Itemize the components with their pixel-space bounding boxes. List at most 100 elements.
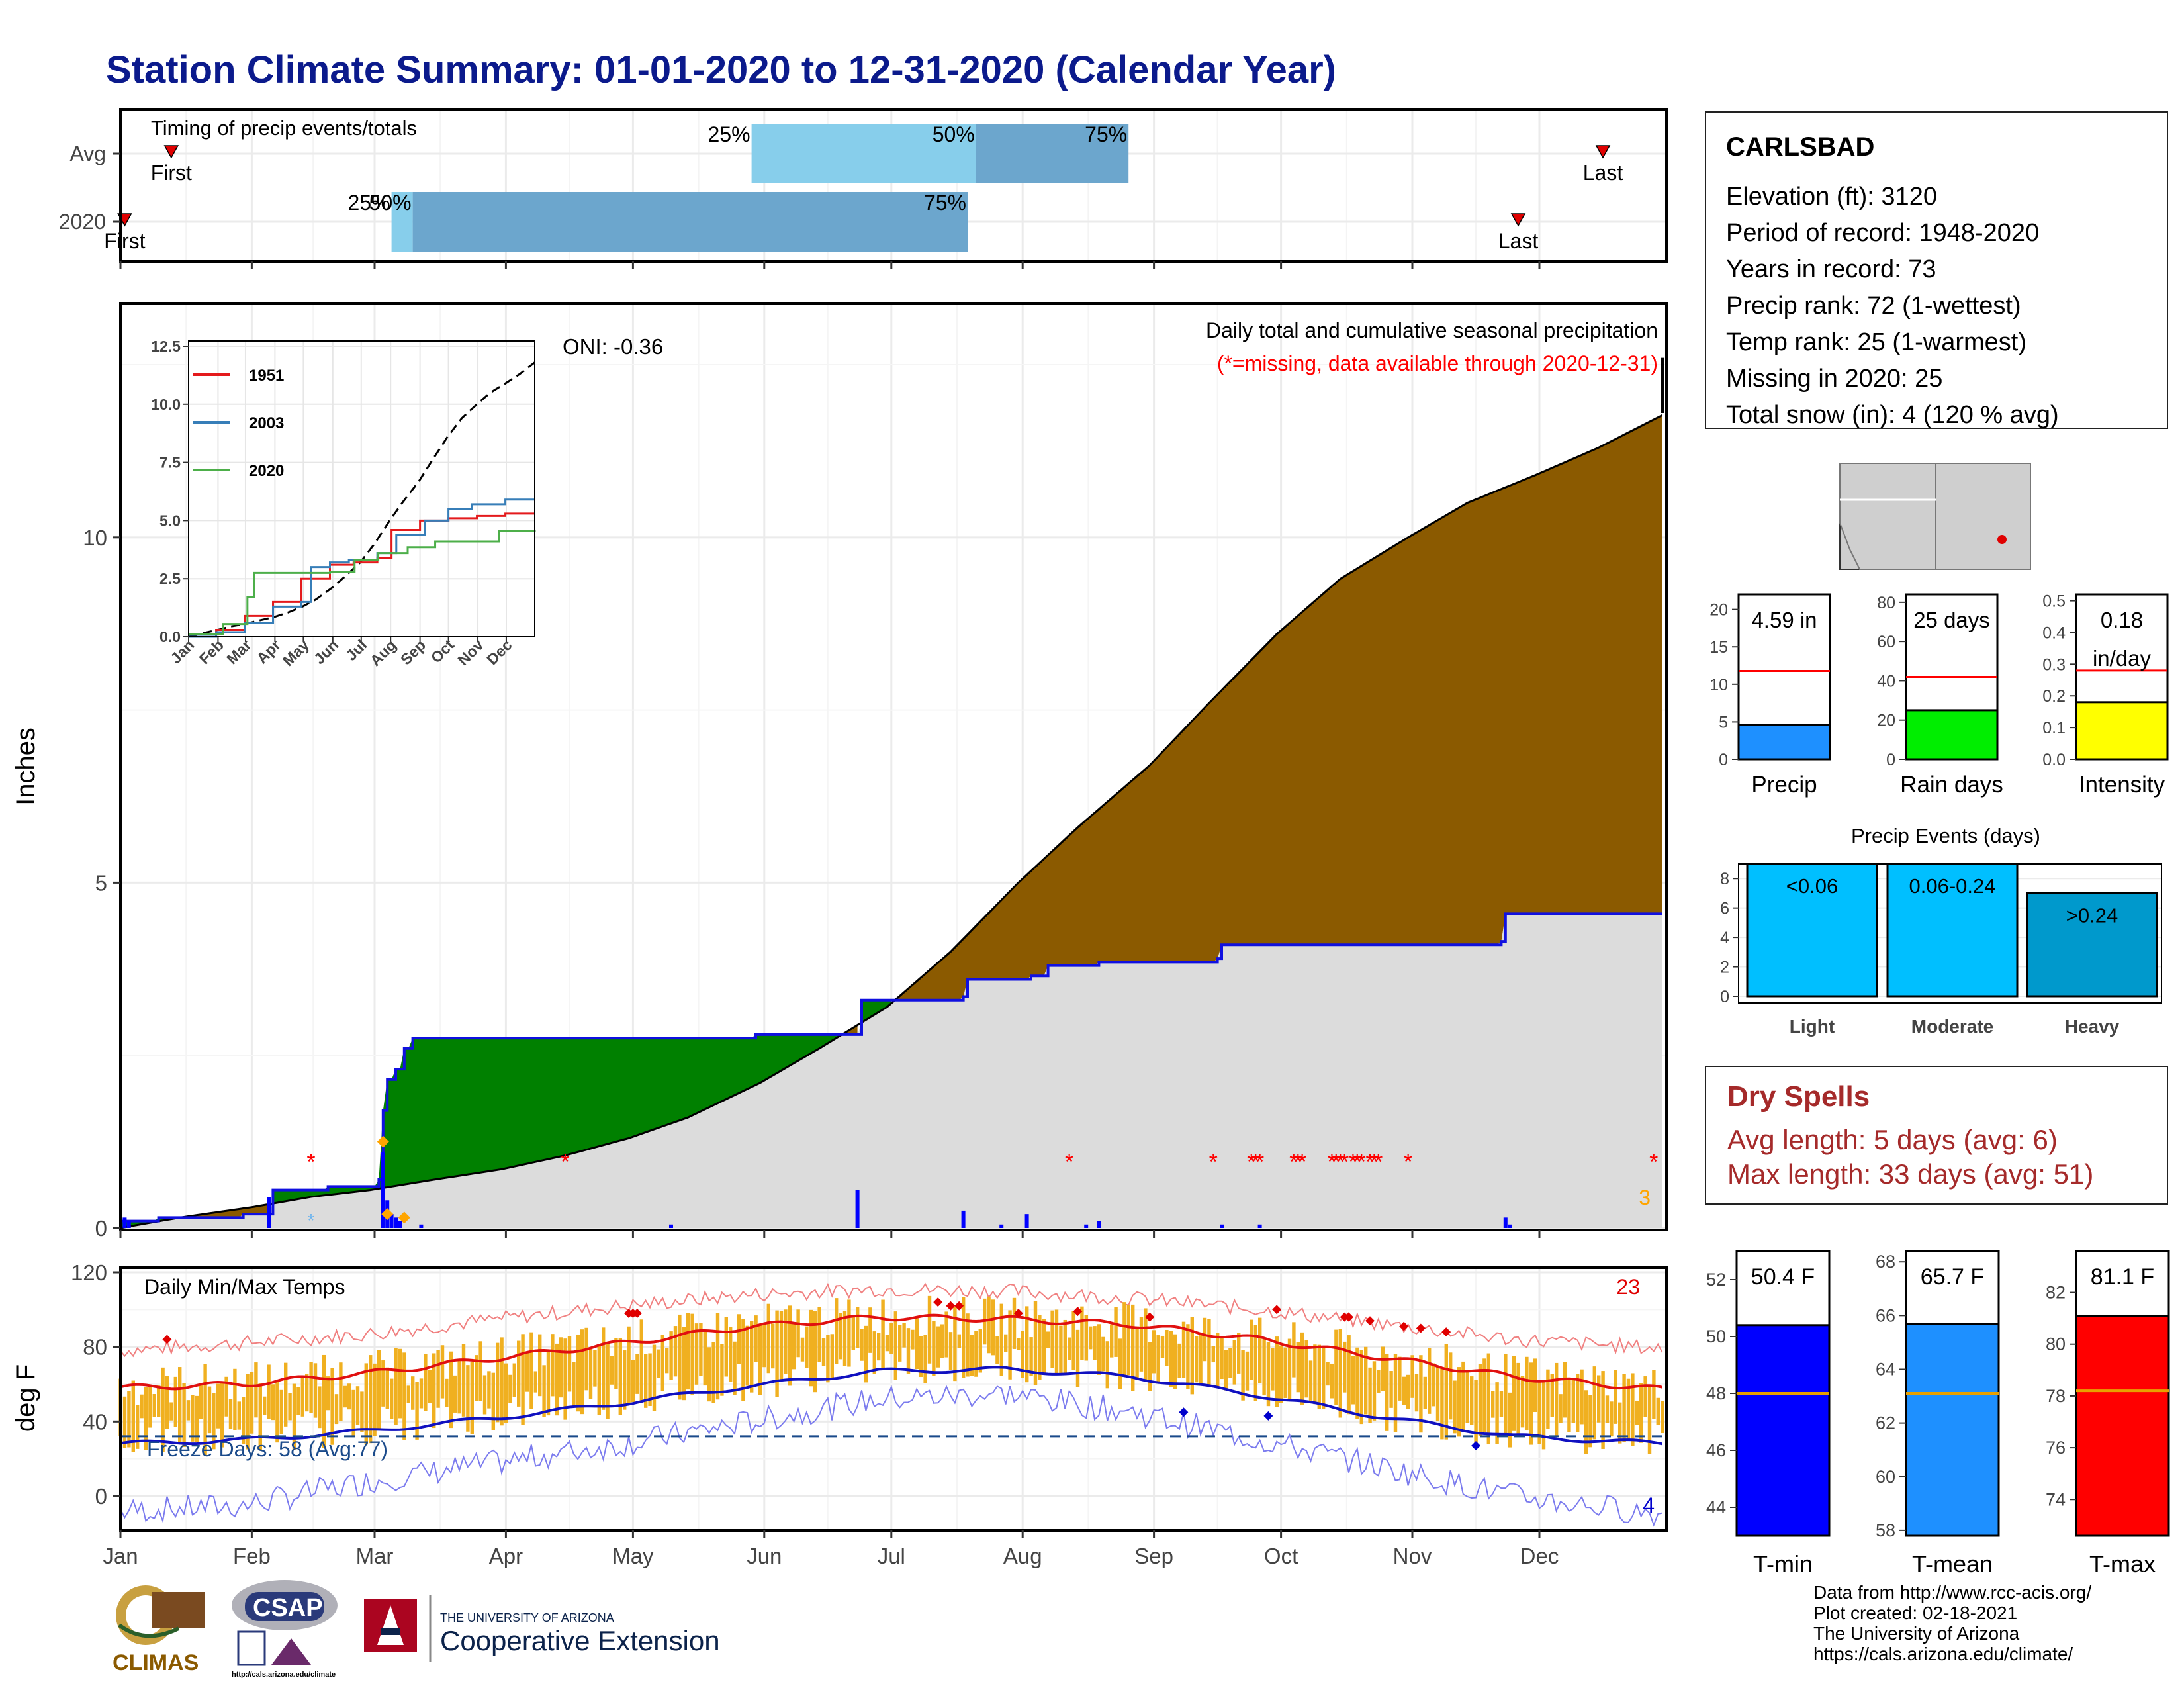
daily-temp-bar: [957, 1334, 961, 1348]
daily-temp-bar: [665, 1348, 669, 1374]
daily-temp-bar: [1385, 1354, 1389, 1431]
daily-temp-bar: [1508, 1392, 1512, 1448]
summary-y-tick-label: 10: [1709, 676, 1728, 694]
daily-temp-bar: [1584, 1390, 1588, 1454]
cumulative-2020-line: [120, 912, 1662, 1223]
precip-subtitle: (*=missing, data available through 2020-…: [1217, 352, 1658, 375]
daily-temp-bar: [178, 1367, 182, 1442]
daily-temp-bar: [258, 1383, 262, 1451]
daily-precip-bar: [394, 1217, 398, 1228]
daily-temp-bar: [1220, 1338, 1224, 1380]
summary-value-label: 25 days: [1913, 608, 1990, 632]
daily-temp-bar: [330, 1368, 334, 1445]
summary-y-tick-label: 52: [1706, 1270, 1726, 1289]
daily-temp-bar: [881, 1299, 885, 1368]
daily-temp-bar: [1118, 1338, 1122, 1390]
summary-y-tick-label: 0.5: [2042, 592, 2066, 611]
daily-temp-bar: [775, 1310, 779, 1397]
daily-temp-bar: [936, 1326, 940, 1368]
daily-temp-bar: [1377, 1370, 1381, 1393]
summary-y-tick-label: 80: [2046, 1335, 2066, 1354]
daily-temp-bar: [1156, 1335, 1160, 1384]
summary-y-tick-label: 50: [1706, 1327, 1726, 1346]
daily-temp-bar: [1474, 1380, 1478, 1445]
daily-temp-bar: [491, 1372, 495, 1430]
missing-day-marker: *: [1294, 1150, 1302, 1175]
missing-day-marker: *: [1255, 1150, 1264, 1175]
daily-temp-bar: [165, 1376, 169, 1429]
daily-temp-bar: [334, 1394, 339, 1425]
events-bar-label: <0.06: [1786, 874, 1838, 898]
daily-temp-bar: [140, 1394, 144, 1419]
daily-temp-bar: [1343, 1341, 1347, 1393]
daily-temp-bar: [944, 1311, 948, 1358]
daily-temp-bar: [682, 1327, 686, 1401]
temp-title: Daily Min/Max Temps: [144, 1275, 345, 1299]
daily-temp-bar: [182, 1383, 186, 1448]
daily-temp-bar: [131, 1380, 135, 1452]
events-category-label: Moderate: [1911, 1016, 1993, 1037]
daily-temp-bar: [1338, 1329, 1342, 1418]
timing-label-50: 50%: [369, 191, 412, 214]
daily-temp-bar: [1533, 1358, 1537, 1413]
daily-temp-bar: [750, 1321, 754, 1393]
daily-temp-bar: [500, 1337, 504, 1426]
temp-y-axis-label: deg F: [11, 1364, 40, 1432]
temp-panel-border: [119, 1266, 1668, 1532]
daily-temp-bar: [567, 1336, 572, 1392]
daily-temp-bar: [1647, 1387, 1652, 1454]
daily-temp-bar: [1169, 1331, 1173, 1387]
page-title: Station Climate Summary: 01-01-2020 to 1…: [106, 48, 1336, 91]
daily-temp-bar: [1084, 1315, 1088, 1361]
inset-y-tick-label: 5.0: [159, 512, 181, 529]
daily-temp-bar: [1622, 1374, 1626, 1442]
daily-temp-bar: [1453, 1380, 1457, 1434]
missing-day-marker: *: [1349, 1150, 1357, 1175]
daily-temp-bar: [1250, 1319, 1253, 1380]
station-precip-rank: Precip rank: 72 (1-wettest): [1726, 292, 2021, 320]
summary-y-tick-label: 20: [1709, 601, 1728, 620]
daily-temp-bar: [796, 1309, 800, 1358]
events-title: Precip Events (days): [1851, 824, 2040, 847]
daily-temp-bar: [839, 1313, 842, 1360]
inset-y-tick-label: 7.5: [159, 454, 181, 471]
daily-temp-bar: [284, 1362, 288, 1427]
daily-precip-bar: [1508, 1224, 1512, 1228]
timing-label-50: 50%: [933, 122, 975, 146]
normal-cumulative-line: [120, 414, 1663, 1229]
daily-temp-bar: [1457, 1367, 1461, 1437]
daily-temp-bar: [1571, 1378, 1575, 1423]
daily-temp-bar: [1266, 1342, 1271, 1407]
timing-row-label: Avg: [69, 142, 106, 165]
daily-temp-bar: [381, 1360, 385, 1407]
daily-temp-bar: [1093, 1326, 1097, 1360]
daily-temp-bar: [1368, 1367, 1372, 1423]
daily-temp-bar: [631, 1360, 635, 1403]
summary-y-tick-label: 15: [1709, 638, 1728, 657]
daily-temp-bar: [415, 1382, 419, 1440]
daily-temp-bar: [962, 1297, 966, 1378]
daily-temp-bar: [1546, 1369, 1550, 1429]
daily-temp-bar: [228, 1399, 233, 1429]
summary-y-tick-label: 82: [2046, 1283, 2066, 1303]
daily-temp-bar: [1618, 1402, 1622, 1444]
record-high-marker: [1073, 1307, 1083, 1317]
daily-temp-bar: [487, 1371, 491, 1409]
dry-spells-title: Dry Spells: [1727, 1080, 1870, 1113]
daily-temp-bar: [885, 1335, 889, 1352]
station-snow: Total snow (in): 4 (120 % avg): [1726, 401, 2059, 429]
temp-y-tick-label: 40: [83, 1409, 107, 1434]
daily-temp-bar: [948, 1332, 953, 1370]
daily-temp-bar: [1110, 1324, 1114, 1358]
summary-y-tick-label: 44: [1706, 1497, 1726, 1517]
temp-x-tick-label: Mar: [356, 1544, 394, 1568]
summary-bar-Intensity: [2075, 701, 2169, 761]
station-location-marker: [1997, 535, 2007, 544]
precip-title: Daily total and cumulative seasonal prec…: [1206, 318, 1658, 342]
daily-temp-bar: [1181, 1321, 1186, 1378]
missing-day-marker: *: [1251, 1150, 1260, 1175]
daily-temp-bar: [1017, 1338, 1021, 1350]
daily-temp-bar: [1410, 1355, 1414, 1398]
daily-temp-bar: [835, 1298, 839, 1364]
daily-temp-bar: [1080, 1306, 1084, 1360]
